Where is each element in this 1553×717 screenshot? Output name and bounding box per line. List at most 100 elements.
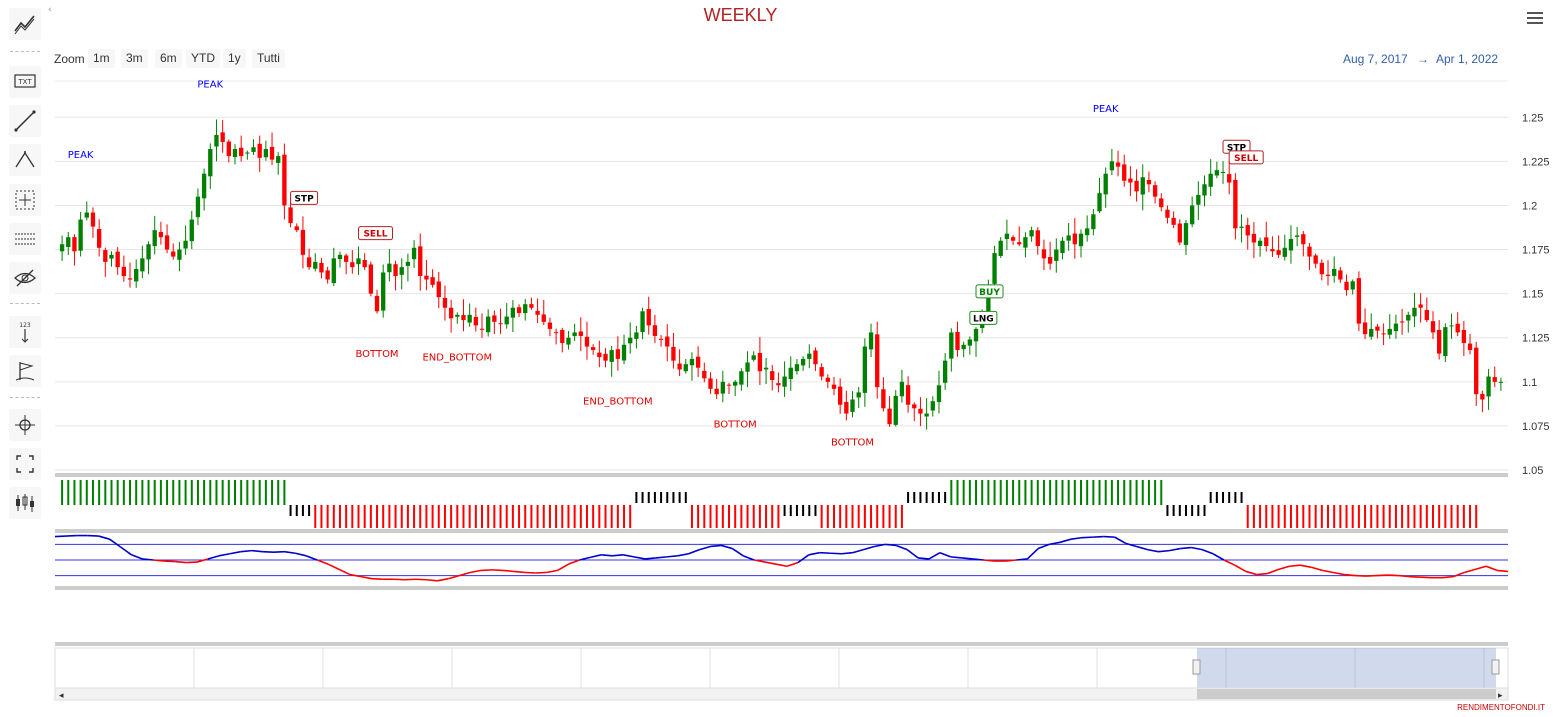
zoom-button-3m[interactable]: 3m	[121, 49, 148, 68]
oscillator-segment	[305, 555, 318, 561]
oscillator-segment	[863, 545, 875, 551]
text-label-icon[interactable]: TXT	[9, 66, 41, 98]
candle-body	[424, 275, 429, 280]
fullscreen-icon[interactable]	[9, 448, 41, 480]
candle-body	[757, 352, 763, 372]
zoom-button-1m[interactable]: 1m	[88, 49, 115, 68]
oscillator-segment	[164, 560, 176, 563]
flag-label: LNG	[973, 314, 994, 324]
candle-body	[838, 386, 843, 405]
candle-body	[226, 141, 231, 157]
pane-divider	[55, 529, 1508, 533]
candle-body	[1307, 246, 1312, 257]
candle-body	[195, 196, 201, 218]
fibonacci-icon[interactable]	[9, 144, 41, 176]
oscillator-segment	[568, 559, 580, 565]
credit-link[interactable]: RENDIMENTOFONDI.IT	[1457, 703, 1545, 712]
zoom-button-all[interactable]: Tutti	[252, 49, 285, 68]
candle-body	[1023, 237, 1028, 248]
horizontal-lines-icon[interactable]	[9, 223, 41, 255]
candle-body	[597, 352, 602, 358]
oscillator-segment	[1026, 547, 1039, 560]
toolbar-collapse-icon[interactable]: ‹	[48, 5, 52, 15]
oscillator-segment	[120, 546, 132, 556]
candle-body	[319, 262, 324, 273]
oscillator-segment	[601, 554, 613, 557]
y-tick-label: 1.175	[1522, 245, 1550, 257]
candle-body	[294, 226, 299, 231]
vertical-counter-icon-text: 123	[19, 322, 31, 329]
flag-icon[interactable]	[9, 355, 41, 387]
flag-box	[975, 284, 1004, 299]
oscillator-segment	[371, 577, 383, 581]
candle-body	[788, 367, 793, 380]
oscillator-segment	[1245, 570, 1257, 576]
candle-body	[553, 332, 559, 334]
candle-body	[689, 358, 695, 366]
oscillator-segment	[1016, 558, 1028, 561]
series-line-icon[interactable]	[9, 8, 41, 40]
candle-body	[751, 355, 756, 360]
candle-body	[875, 334, 880, 388]
measure-icon[interactable]	[9, 184, 41, 216]
oscillator-segment	[524, 571, 536, 574]
oscillator-segment	[175, 560, 187, 564]
line-drawing-icon[interactable]	[9, 105, 41, 137]
oscillator-segment	[229, 550, 241, 555]
candle-body	[1109, 161, 1115, 171]
candle-body	[628, 337, 633, 344]
candle-body	[381, 272, 386, 311]
vertical-counter-icon[interactable]: 123	[9, 316, 41, 348]
candle-body	[59, 244, 65, 252]
signal-bars-group	[61, 480, 1478, 528]
candle-body	[949, 332, 954, 359]
candle-body	[164, 235, 170, 250]
candle-body	[1467, 343, 1473, 351]
zoom-button-ytd[interactable]: YTD	[186, 49, 220, 68]
y-tick-label: 1.075	[1522, 421, 1550, 433]
candle-body	[862, 346, 868, 393]
oscillator-segment	[65, 534, 77, 537]
candle-body	[665, 336, 670, 347]
candle-body	[1078, 233, 1084, 247]
oscillator-segment	[1103, 535, 1115, 538]
candle-body	[300, 229, 306, 255]
oscillator-segment	[1376, 574, 1388, 577]
candle-body	[1251, 233, 1257, 243]
oscillator-segment	[622, 554, 635, 558]
candle-body	[930, 401, 935, 411]
zoom-button-6m[interactable]: 6m	[155, 49, 182, 68]
oscillator-segment	[284, 550, 296, 555]
range-to-input[interactable]: Apr 1, 2022	[1436, 52, 1499, 66]
candle-body	[1208, 173, 1213, 187]
candle-body	[621, 344, 627, 361]
range-from-input[interactable]: Aug 7, 2017	[1343, 52, 1408, 66]
candle-body	[1227, 174, 1232, 183]
oscillator-segment	[906, 548, 919, 559]
candle-body	[498, 323, 503, 325]
oscillator-segment	[448, 574, 460, 580]
context-menu-icon[interactable]	[1527, 12, 1543, 27]
candle-body	[942, 360, 948, 383]
candle-body	[1072, 233, 1077, 245]
flag-box	[290, 190, 319, 205]
candle-body	[1010, 237, 1016, 241]
oscillator-segment	[240, 549, 252, 553]
peak-label: PEAK	[68, 150, 94, 161]
candle-body	[1233, 179, 1238, 229]
zoom-change-icon[interactable]	[9, 409, 41, 441]
hide-icon[interactable]	[9, 262, 41, 294]
candle-body	[800, 358, 806, 366]
candle-body	[1202, 184, 1207, 196]
indicators-icon[interactable]	[9, 487, 41, 519]
candle-body	[1288, 238, 1294, 251]
zoom-button-1y[interactable]: 1y	[223, 49, 246, 68]
candle-body	[1159, 198, 1164, 208]
candle-body	[1146, 179, 1152, 185]
candle-body	[1436, 329, 1442, 354]
candle-body	[1393, 323, 1399, 332]
candle-body	[1486, 376, 1491, 397]
candle-body	[572, 332, 577, 337]
candle-body	[1029, 230, 1034, 237]
